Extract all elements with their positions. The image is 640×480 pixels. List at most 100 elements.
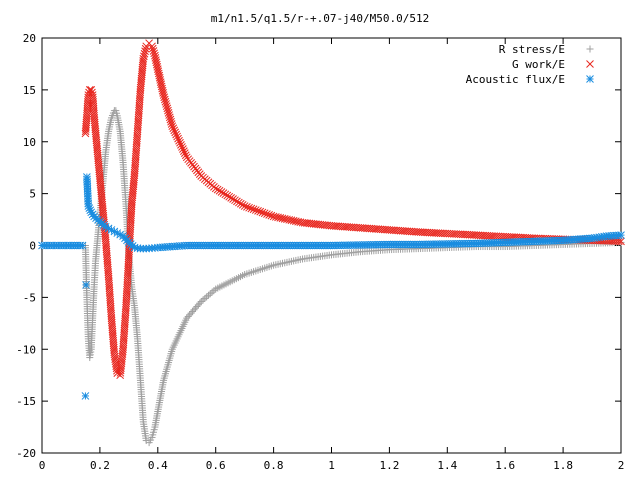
x-tick-label: 0 — [39, 459, 46, 472]
y-tick-label: -5 — [23, 291, 36, 304]
data-point — [187, 309, 195, 317]
data-point — [194, 301, 202, 309]
data-point — [249, 205, 258, 214]
data-point — [285, 215, 294, 224]
data-point — [203, 293, 211, 301]
y-tick-label: 5 — [29, 188, 36, 201]
y-tick-label: 15 — [23, 84, 36, 97]
data-point — [240, 202, 249, 210]
x-tick-label: 0.4 — [148, 459, 168, 472]
data-point — [173, 132, 181, 141]
data-point — [280, 214, 289, 223]
legend-marker — [586, 45, 594, 53]
data-point — [245, 203, 253, 212]
x-tick-label: 0.2 — [90, 459, 110, 472]
data-point — [153, 63, 162, 71]
data-point — [110, 350, 119, 359]
data-point — [165, 113, 174, 122]
data-point — [213, 185, 222, 194]
data-point — [168, 122, 177, 131]
data-point — [617, 238, 625, 246]
data-point — [183, 314, 191, 322]
data-point — [231, 196, 239, 205]
x-tick-label: 2 — [618, 459, 625, 472]
data-point — [283, 215, 291, 224]
data-point — [159, 89, 167, 97]
x-tick-label: 1 — [328, 459, 335, 472]
data-point — [164, 108, 173, 117]
chart-title: m1/n1.5/q1.5/r-+.07-j40/M50.0/512 — [211, 12, 430, 25]
data-point — [140, 52, 148, 61]
data-point — [148, 42, 156, 51]
data-point — [251, 206, 260, 214]
data-point — [210, 287, 218, 295]
data-point — [247, 204, 256, 213]
data-point — [82, 281, 90, 289]
data-point — [180, 149, 189, 158]
data-point — [217, 188, 226, 196]
data-point — [161, 97, 170, 106]
data-point — [271, 213, 280, 221]
data-point — [178, 143, 186, 151]
x-tick-label: 1.4 — [437, 459, 457, 472]
data-point — [152, 60, 161, 69]
data-point — [263, 210, 271, 218]
data-point — [175, 136, 183, 145]
data-point — [258, 208, 267, 217]
data-point — [265, 211, 273, 219]
y-tick-label: 20 — [23, 32, 36, 45]
x-tick-label: 1.2 — [379, 459, 399, 472]
x-tick-label: 0.6 — [206, 459, 226, 472]
data-point — [223, 191, 232, 200]
data-point — [172, 130, 180, 139]
data-point — [180, 147, 188, 155]
data-point — [160, 95, 169, 104]
data-point — [229, 195, 237, 203]
data-point — [189, 307, 197, 315]
data-point — [181, 151, 190, 160]
legend-label: G work/E — [512, 58, 565, 71]
legend: R stress/E G work/E Acoustic flux/E — [466, 43, 594, 86]
data-point — [227, 193, 235, 202]
data-point — [111, 357, 120, 366]
legend-marker — [586, 75, 594, 83]
y-tick-label: -20 — [16, 447, 36, 460]
data-point — [78, 241, 87, 250]
data-point — [81, 392, 90, 400]
data-point — [171, 128, 180, 137]
data-point — [233, 197, 241, 206]
data-point — [287, 216, 296, 225]
data-point — [160, 93, 169, 102]
data-point — [254, 207, 262, 215]
data-point — [256, 207, 265, 216]
series-layer — [38, 39, 625, 447]
legend-marker — [586, 60, 594, 68]
data-point — [174, 134, 182, 143]
data-point — [163, 104, 172, 113]
data-point — [151, 51, 159, 60]
data-point — [87, 86, 96, 94]
x-tick-label: 0.8 — [264, 459, 284, 472]
data-point — [152, 56, 160, 64]
data-point — [243, 203, 251, 211]
data-point — [196, 299, 204, 307]
data-point — [206, 290, 214, 298]
data-point — [162, 100, 170, 108]
data-point — [219, 189, 228, 197]
data-point — [276, 214, 285, 222]
data-point — [169, 124, 178, 133]
data-point — [289, 216, 298, 225]
y-tick-label: -10 — [16, 343, 36, 356]
x-tick-label: 1.6 — [495, 459, 515, 472]
data-point — [141, 47, 149, 56]
series-g-work-e — [81, 39, 625, 380]
legend-label: Acoustic flux/E — [466, 73, 565, 86]
data-point — [236, 199, 245, 208]
series-r-stress-e — [81, 107, 625, 447]
data-point — [110, 352, 119, 361]
data-point — [208, 288, 216, 296]
data-point — [141, 44, 150, 53]
data-point — [204, 291, 212, 299]
data-point — [211, 184, 220, 193]
axis-ticks: 0 0.2 0.4 0.6 0.8 1 1.2 1.4 1.6 1.8 2 20 15 10 5 0 -5 -10… — [16, 32, 624, 472]
